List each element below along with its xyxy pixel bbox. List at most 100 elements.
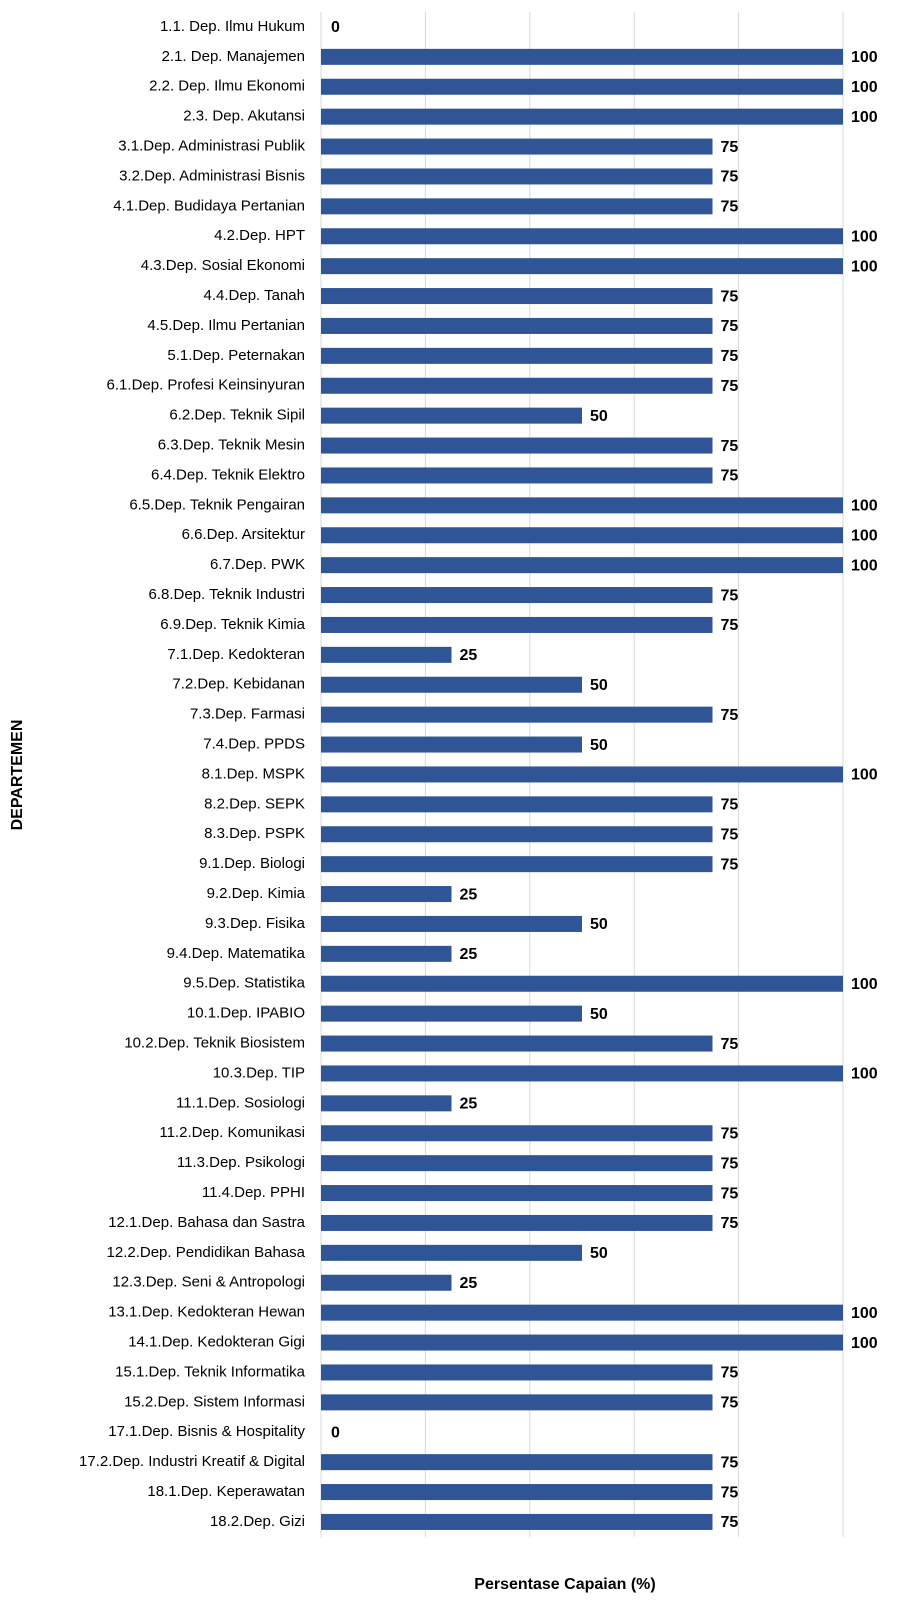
value-label: 75 [721, 1036, 739, 1053]
value-label: 100 [851, 79, 878, 96]
y-tick-label: 5.1.Dep. Peternakan [167, 347, 305, 364]
y-tick-label: 15.2.Dep. Sistem Informasi [124, 1393, 305, 1410]
bar [321, 1334, 843, 1351]
bar [321, 317, 713, 334]
value-label: 75 [721, 826, 739, 843]
value-label: 0 [331, 19, 340, 36]
value-label: 75 [721, 587, 739, 604]
value-label: 100 [851, 49, 878, 66]
value-label: 100 [851, 767, 878, 784]
value-label: 75 [721, 468, 739, 485]
bar [321, 1005, 582, 1022]
y-tick-label: 6.2.Dep. Teknik Sipil [169, 407, 305, 424]
bar [321, 796, 713, 813]
value-label: 75 [721, 797, 739, 814]
bar [321, 766, 843, 783]
y-tick-label: 7.4.Dep. PPDS [203, 736, 305, 753]
value-label: 25 [460, 946, 478, 963]
value-label: 50 [590, 1245, 608, 1262]
value-label: 75 [721, 199, 739, 216]
value-label: 75 [721, 438, 739, 455]
bar [321, 646, 452, 663]
bar [321, 1454, 713, 1471]
value-label: 50 [590, 1006, 608, 1023]
value-label: 100 [851, 1305, 878, 1322]
value-label: 75 [721, 1454, 739, 1471]
bar [321, 258, 843, 275]
y-tick-label: 6.6.Dep. Arsitektur [182, 526, 305, 543]
y-tick-label: 6.9.Dep. Teknik Kimia [160, 616, 305, 633]
bar [321, 587, 713, 604]
bar [321, 856, 713, 873]
y-tick-label: 10.2.Dep. Teknik Biosistem [124, 1035, 305, 1052]
y-tick-label: 9.3.Dep. Fisika [205, 915, 306, 932]
value-label: 75 [721, 318, 739, 335]
value-label: 0 [331, 1424, 340, 1441]
y-tick-label: 8.2.Dep. SEPK [204, 795, 305, 812]
bar [321, 1214, 713, 1231]
bar [321, 1185, 713, 1202]
bar [321, 1484, 713, 1501]
bar [321, 467, 713, 484]
value-label: 100 [851, 109, 878, 126]
bar [321, 706, 713, 723]
bar [321, 527, 843, 544]
y-tick-label: 12.2.Dep. Pendidikan Bahasa [107, 1244, 306, 1261]
bar [321, 975, 843, 992]
y-tick-label: 9.1.Dep. Biologi [199, 855, 305, 872]
bar [321, 1035, 713, 1052]
bar [321, 1095, 452, 1112]
bar [321, 288, 713, 305]
y-tick-label: 1.1. Dep. Ilmu Hukum [160, 18, 305, 35]
y-tick-label: 3.2.Dep. Administrasi Bisnis [119, 167, 305, 184]
bar [321, 228, 843, 245]
y-tick-label: 17.1.Dep. Bisnis & Hospitality [108, 1423, 305, 1440]
y-tick-label: 12.1.Dep. Bahasa dan Sastra [108, 1214, 305, 1231]
value-label: 75 [721, 1484, 739, 1501]
value-label: 50 [590, 737, 608, 754]
y-tick-label: 17.2.Dep. Industri Kreatif & Digital [79, 1453, 305, 1470]
bar [321, 616, 713, 633]
value-label: 75 [721, 1185, 739, 1202]
bar [321, 1364, 713, 1381]
bar [321, 78, 843, 95]
y-tick-label: 7.1.Dep. Kedokteran [167, 646, 305, 663]
value-label: 75 [721, 139, 739, 156]
value-label: 25 [460, 1096, 478, 1113]
y-tick-label: 10.3.Dep. TIP [213, 1064, 305, 1081]
x-axis-title: Persentase Capaian (%) [474, 1576, 655, 1593]
bar [321, 1513, 713, 1530]
bar [321, 557, 843, 574]
value-label: 75 [721, 1514, 739, 1531]
bar [321, 676, 582, 693]
y-tick-label: 6.7.Dep. PWK [210, 556, 305, 573]
value-label: 100 [851, 976, 878, 993]
y-tick-label: 9.5.Dep. Statistika [183, 975, 305, 992]
bar [321, 1274, 452, 1291]
value-label: 25 [460, 647, 478, 664]
value-label: 100 [851, 228, 878, 245]
value-label: 100 [851, 258, 878, 275]
value-label: 75 [721, 617, 739, 634]
bar [321, 497, 843, 514]
value-label: 25 [460, 886, 478, 903]
bar [321, 886, 452, 903]
y-tick-label: 15.1.Dep. Teknik Informatika [115, 1363, 305, 1380]
y-tick-label: 6.8.Dep. Teknik Industri [149, 586, 305, 603]
y-tick-label: 8.1.Dep. MSPK [202, 765, 305, 782]
value-label: 75 [721, 856, 739, 873]
y-tick-label: 2.3. Dep. Akutansi [183, 108, 305, 125]
bar [321, 347, 713, 364]
y-tick-label: 7.3.Dep. Farmasi [190, 706, 305, 723]
value-label: 50 [590, 677, 608, 694]
y-tick-label: 11.2.Dep. Komunikasi [159, 1124, 305, 1141]
y-tick-label: 18.2.Dep. Gizi [210, 1513, 305, 1530]
y-tick-label: 6.1.Dep. Profesi Keinsinyuran [107, 377, 305, 394]
value-label: 100 [851, 498, 878, 515]
bar [321, 1125, 713, 1142]
y-tick-label: 2.1. Dep. Manajemen [162, 48, 305, 65]
bar [321, 945, 452, 962]
value-label: 75 [721, 288, 739, 305]
